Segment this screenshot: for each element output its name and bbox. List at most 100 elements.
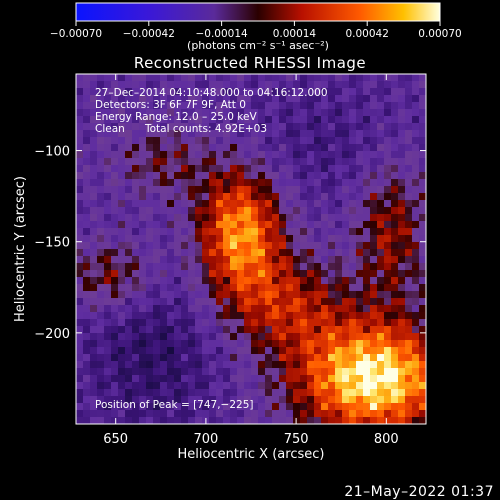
heatmap-cell xyxy=(160,158,168,166)
heatmap-cell xyxy=(251,354,259,362)
heatmap-cell xyxy=(363,410,371,418)
heatmap-cell xyxy=(244,326,252,334)
heatmap-cell xyxy=(118,144,126,152)
heatmap-cell xyxy=(321,95,329,103)
heatmap-cell xyxy=(377,312,385,320)
heatmap-cell xyxy=(286,172,294,180)
heatmap-cell xyxy=(384,417,392,425)
heatmap-cell xyxy=(209,165,217,173)
heatmap-cell xyxy=(104,179,112,187)
heatmap-cell xyxy=(195,256,203,264)
heatmap-cell xyxy=(349,95,357,103)
heatmap-cell xyxy=(300,368,308,376)
heatmap-cell xyxy=(300,291,308,299)
heatmap-cell xyxy=(160,326,168,334)
heatmap-cell xyxy=(335,354,343,362)
heatmap-cell xyxy=(363,221,371,229)
heatmap-cell xyxy=(328,137,336,145)
heatmap-cell xyxy=(314,207,322,215)
heatmap-cell xyxy=(167,228,175,236)
heatmap-cell xyxy=(342,88,350,96)
heatmap-cell xyxy=(104,333,112,341)
heatmap-cell xyxy=(384,137,392,145)
heatmap-cell xyxy=(195,102,203,110)
heatmap-cell xyxy=(97,340,105,348)
heatmap-cell xyxy=(132,200,140,208)
heatmap-cell xyxy=(314,249,322,257)
heatmap-cell xyxy=(258,151,266,159)
heatmap-cell xyxy=(412,263,420,271)
heatmap-cell xyxy=(118,116,126,124)
heatmap-cell xyxy=(419,361,427,369)
heatmap-cell xyxy=(314,172,322,180)
heatmap-cell xyxy=(356,382,364,390)
heatmap-cell xyxy=(125,256,133,264)
heatmap-cell xyxy=(104,235,112,243)
heatmap-cell xyxy=(286,200,294,208)
heatmap-cell xyxy=(104,249,112,257)
heatmap-cell xyxy=(391,88,399,96)
heatmap-cell xyxy=(83,235,91,243)
heatmap-cell xyxy=(188,123,196,131)
heatmap-cell xyxy=(363,333,371,341)
heatmap-cell xyxy=(90,116,98,124)
heatmap-cell xyxy=(279,193,287,201)
heatmap-cell xyxy=(223,221,231,229)
heatmap-cell xyxy=(83,165,91,173)
heatmap-cell xyxy=(167,207,175,215)
heatmap-cell xyxy=(209,186,217,194)
heatmap-cell xyxy=(76,298,84,306)
chart-title: Reconstructed RHESSI Image xyxy=(134,54,366,72)
heatmap-cell xyxy=(419,291,427,299)
heatmap-cell xyxy=(83,389,91,397)
heatmap-cell xyxy=(146,151,154,159)
heatmap-cell xyxy=(321,221,329,229)
heatmap-cell xyxy=(307,284,315,292)
heatmap-cell xyxy=(90,382,98,390)
heatmap-cell xyxy=(377,116,385,124)
heatmap-cell xyxy=(286,263,294,271)
heatmap-cell xyxy=(258,179,266,187)
heatmap-cell xyxy=(244,179,252,187)
heatmap-cell xyxy=(174,270,182,278)
heatmap-cell xyxy=(216,270,224,278)
heatmap-cell xyxy=(405,347,413,355)
heatmap-cell xyxy=(412,242,420,250)
heatmap-cell xyxy=(398,179,406,187)
heatmap-cell xyxy=(335,172,343,180)
heatmap-cell xyxy=(314,74,322,82)
heatmap-cell xyxy=(125,130,133,138)
heatmap-cell xyxy=(335,144,343,152)
heatmap-cell xyxy=(181,312,189,320)
heatmap-cell xyxy=(328,221,336,229)
heatmap-cell xyxy=(153,179,161,187)
heatmap-cell xyxy=(398,312,406,320)
heatmap-cell xyxy=(412,74,420,82)
heatmap-cell xyxy=(370,270,378,278)
heatmap-cell xyxy=(160,116,168,124)
heatmap-cell xyxy=(97,319,105,327)
heatmap-cell xyxy=(363,277,371,285)
heatmap-cell xyxy=(160,102,168,110)
heatmap-cell xyxy=(398,270,406,278)
heatmap-cell xyxy=(293,207,301,215)
heatmap-cell xyxy=(293,340,301,348)
heatmap-cell xyxy=(76,165,84,173)
heatmap-cell xyxy=(370,312,378,320)
heatmap-cell xyxy=(328,116,336,124)
heatmap-cell xyxy=(181,221,189,229)
heatmap-cell xyxy=(216,298,224,306)
heatmap-cell xyxy=(342,326,350,334)
heatmap-cell xyxy=(321,165,329,173)
heatmap-cell xyxy=(258,347,266,355)
heatmap-cell xyxy=(153,403,161,411)
heatmap-cell xyxy=(202,319,210,327)
heatmap-cell xyxy=(132,95,140,103)
heatmap-cell xyxy=(328,81,336,89)
heatmap-cell xyxy=(419,347,427,355)
heatmap-cell xyxy=(139,319,147,327)
heatmap-cell xyxy=(398,319,406,327)
heatmap-cell xyxy=(132,144,140,152)
heatmap-cell xyxy=(265,319,273,327)
